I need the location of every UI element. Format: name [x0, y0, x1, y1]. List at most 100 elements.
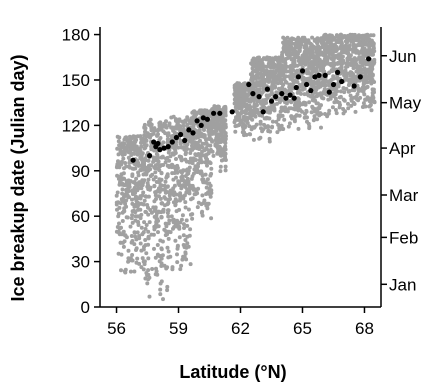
gray-point [156, 230, 160, 235]
gray-point [282, 47, 286, 52]
gray-point [181, 123, 186, 128]
gray-point [175, 244, 180, 249]
gray-point [293, 114, 297, 119]
gray-point [364, 76, 369, 81]
gray-point [121, 171, 126, 176]
gray-point [259, 126, 263, 131]
gray-point [307, 100, 312, 105]
gray-point [216, 146, 221, 151]
gray-point [199, 169, 204, 174]
gray-point [282, 64, 287, 69]
gray-point [258, 121, 263, 126]
gray-point [307, 126, 312, 131]
gray-point [163, 221, 168, 226]
gray-point [130, 201, 135, 206]
gray-point [146, 212, 151, 217]
gray-point [240, 120, 244, 125]
gray-point [130, 197, 134, 202]
gray-point [290, 68, 295, 73]
gray-point [160, 253, 165, 258]
gray-point [333, 108, 338, 112]
gray-point [267, 93, 272, 98]
month-label: Jun [389, 47, 416, 66]
gray-point [183, 238, 188, 242]
gray-point [202, 153, 207, 158]
gray-point [178, 139, 183, 143]
gray-point [361, 80, 366, 85]
gray-point [308, 82, 313, 87]
gray-point [154, 221, 159, 226]
gray-point [135, 204, 140, 209]
gray-point [150, 267, 155, 271]
gray-point [277, 62, 281, 67]
gray-point [347, 43, 352, 48]
gray-point [140, 256, 145, 261]
black-point [293, 84, 299, 91]
gray-point [136, 207, 140, 212]
gray-point [163, 190, 168, 195]
gray-point [277, 126, 282, 131]
gray-point [280, 127, 285, 131]
black-point [312, 74, 318, 80]
gray-point [209, 216, 214, 221]
gray-point [334, 46, 338, 51]
gray-point [209, 166, 214, 171]
gray-point [212, 104, 217, 109]
gray-point [284, 52, 289, 57]
gray-point [151, 177, 156, 182]
black-point [316, 72, 322, 78]
black-point [147, 153, 153, 159]
gray-point [300, 87, 305, 92]
gray-point [305, 71, 310, 76]
gray-point [182, 226, 186, 230]
gray-point [171, 151, 175, 156]
gray-point [204, 180, 208, 185]
black-point [304, 81, 310, 88]
gray-point [223, 147, 228, 152]
gray-point [139, 140, 143, 145]
gray-point [329, 35, 334, 40]
gray-point [287, 99, 291, 104]
gray-point [126, 256, 131, 261]
gray-point [210, 131, 215, 136]
gray-point [175, 260, 180, 265]
gray-point [120, 232, 124, 237]
gray-point [141, 230, 146, 235]
gray-point [257, 76, 261, 80]
black-point [173, 134, 179, 141]
gray-point [249, 61, 254, 66]
month-label: May [389, 94, 422, 113]
gray-point [300, 81, 305, 86]
gray-point [277, 73, 282, 78]
gray-point [324, 54, 329, 59]
black-point [250, 91, 256, 97]
gray-point [142, 122, 147, 127]
gray-point [241, 115, 246, 120]
gray-point [174, 139, 179, 144]
gray-point [280, 50, 285, 55]
gray-point [159, 214, 164, 219]
gray-point [260, 58, 265, 62]
gray-point [119, 225, 123, 230]
gray-point [141, 202, 146, 207]
gray-point [134, 246, 139, 251]
gray-point [165, 140, 170, 145]
gray-point [190, 212, 195, 217]
gray-point [327, 70, 332, 75]
gray-point [120, 176, 125, 181]
gray-point [313, 85, 318, 90]
gray-point [352, 56, 357, 61]
gray-point [152, 246, 156, 251]
black-point [155, 140, 161, 147]
gray-point [146, 256, 151, 261]
gray-point [308, 94, 313, 99]
gray-point [163, 184, 168, 189]
gray-point [295, 50, 300, 55]
gray-point [172, 190, 177, 195]
gray-point [257, 55, 261, 60]
gray-point [131, 166, 136, 171]
gray-point [143, 238, 148, 242]
black-point [165, 144, 171, 150]
gray-point [333, 89, 338, 94]
gray-point [183, 205, 188, 210]
